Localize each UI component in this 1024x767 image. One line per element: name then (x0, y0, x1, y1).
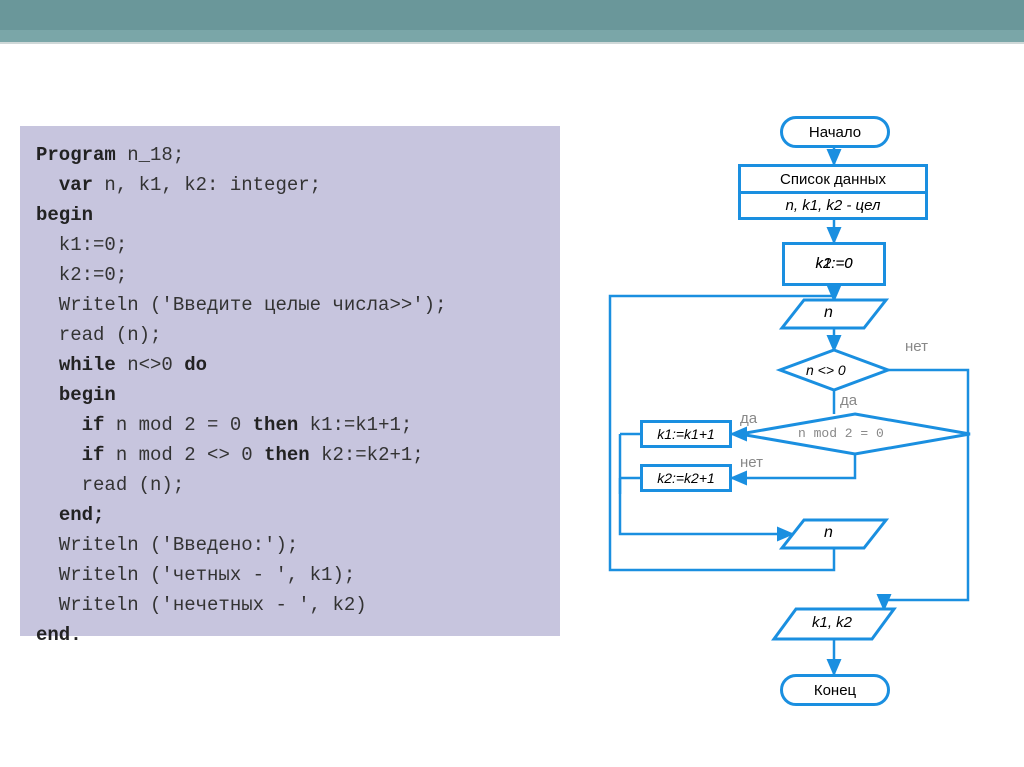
slide-header-inner (0, 0, 1024, 30)
node-init-line2: k2:=0 (815, 255, 852, 273)
node-decl: n, k1, k2 - цел (738, 194, 928, 220)
code-text: Program n_18; var n, k1, k2: integer; be… (36, 140, 544, 650)
label-yes2: да (740, 410, 757, 427)
node-init: k1:=0 k2:=0 (782, 242, 886, 286)
node-b2: k2:=k2+1 (640, 464, 732, 492)
label-no1: нет (905, 338, 928, 355)
node-b1: k1:=k1+1 (640, 420, 732, 448)
node-out-text: k1, k2 (812, 614, 852, 631)
node-data: Список данных (738, 164, 928, 194)
node-cond1-text: n <> 0 (806, 362, 846, 378)
node-end: Конец (780, 674, 890, 706)
flowchart: Начало Список данных n, k1, k2 - цел k1:… (590, 114, 1010, 767)
node-start: Начало (780, 116, 890, 148)
node-readN-text: n (824, 304, 833, 322)
node-readN2-text: n (824, 524, 833, 542)
code-panel: Program n_18; var n, k1, k2: integer; be… (20, 126, 560, 636)
node-cond2-text: n mod 2 = 0 (798, 426, 884, 441)
label-no2: нет (740, 454, 763, 471)
slide-header-band (0, 0, 1024, 44)
slide-content: Program n_18; var n, k1, k2: integer; be… (0, 44, 1024, 767)
label-yes1: да (840, 392, 857, 409)
